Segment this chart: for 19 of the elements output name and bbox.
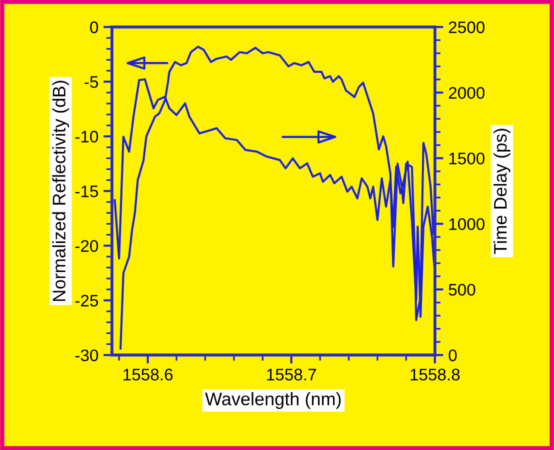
y2-tick-label: 1000 (449, 218, 485, 230)
y2-tick-label: 0 (448, 349, 457, 362)
x-tick-label: 1558.6 (124, 368, 173, 380)
y2-tick-label: 2000 (448, 87, 485, 99)
y2-tick-label: 500 (448, 284, 476, 296)
y-tick-label: -30 (75, 349, 98, 362)
y-tick-label: 0 (90, 21, 98, 34)
y-tick-label: -10 (75, 130, 98, 143)
x-tick-label: 1558.7 (267, 368, 316, 380)
y2-tick-label: 1500 (449, 152, 485, 164)
x-tick-label: 1558.8 (410, 368, 460, 380)
y-axis-title: Normalized Reflectivity (dB) (52, 80, 70, 301)
y-tick-label: -20 (75, 240, 98, 252)
y-tick-label: -15 (75, 186, 98, 198)
x-axis-title: Wavelength (nm) (205, 392, 341, 409)
y2-tick-label: 2500 (448, 21, 485, 34)
y-tick-label: -5 (84, 76, 98, 88)
y-tick-label: -25 (75, 294, 98, 307)
y2-axis-title: Time Delay (ps) (493, 128, 510, 254)
